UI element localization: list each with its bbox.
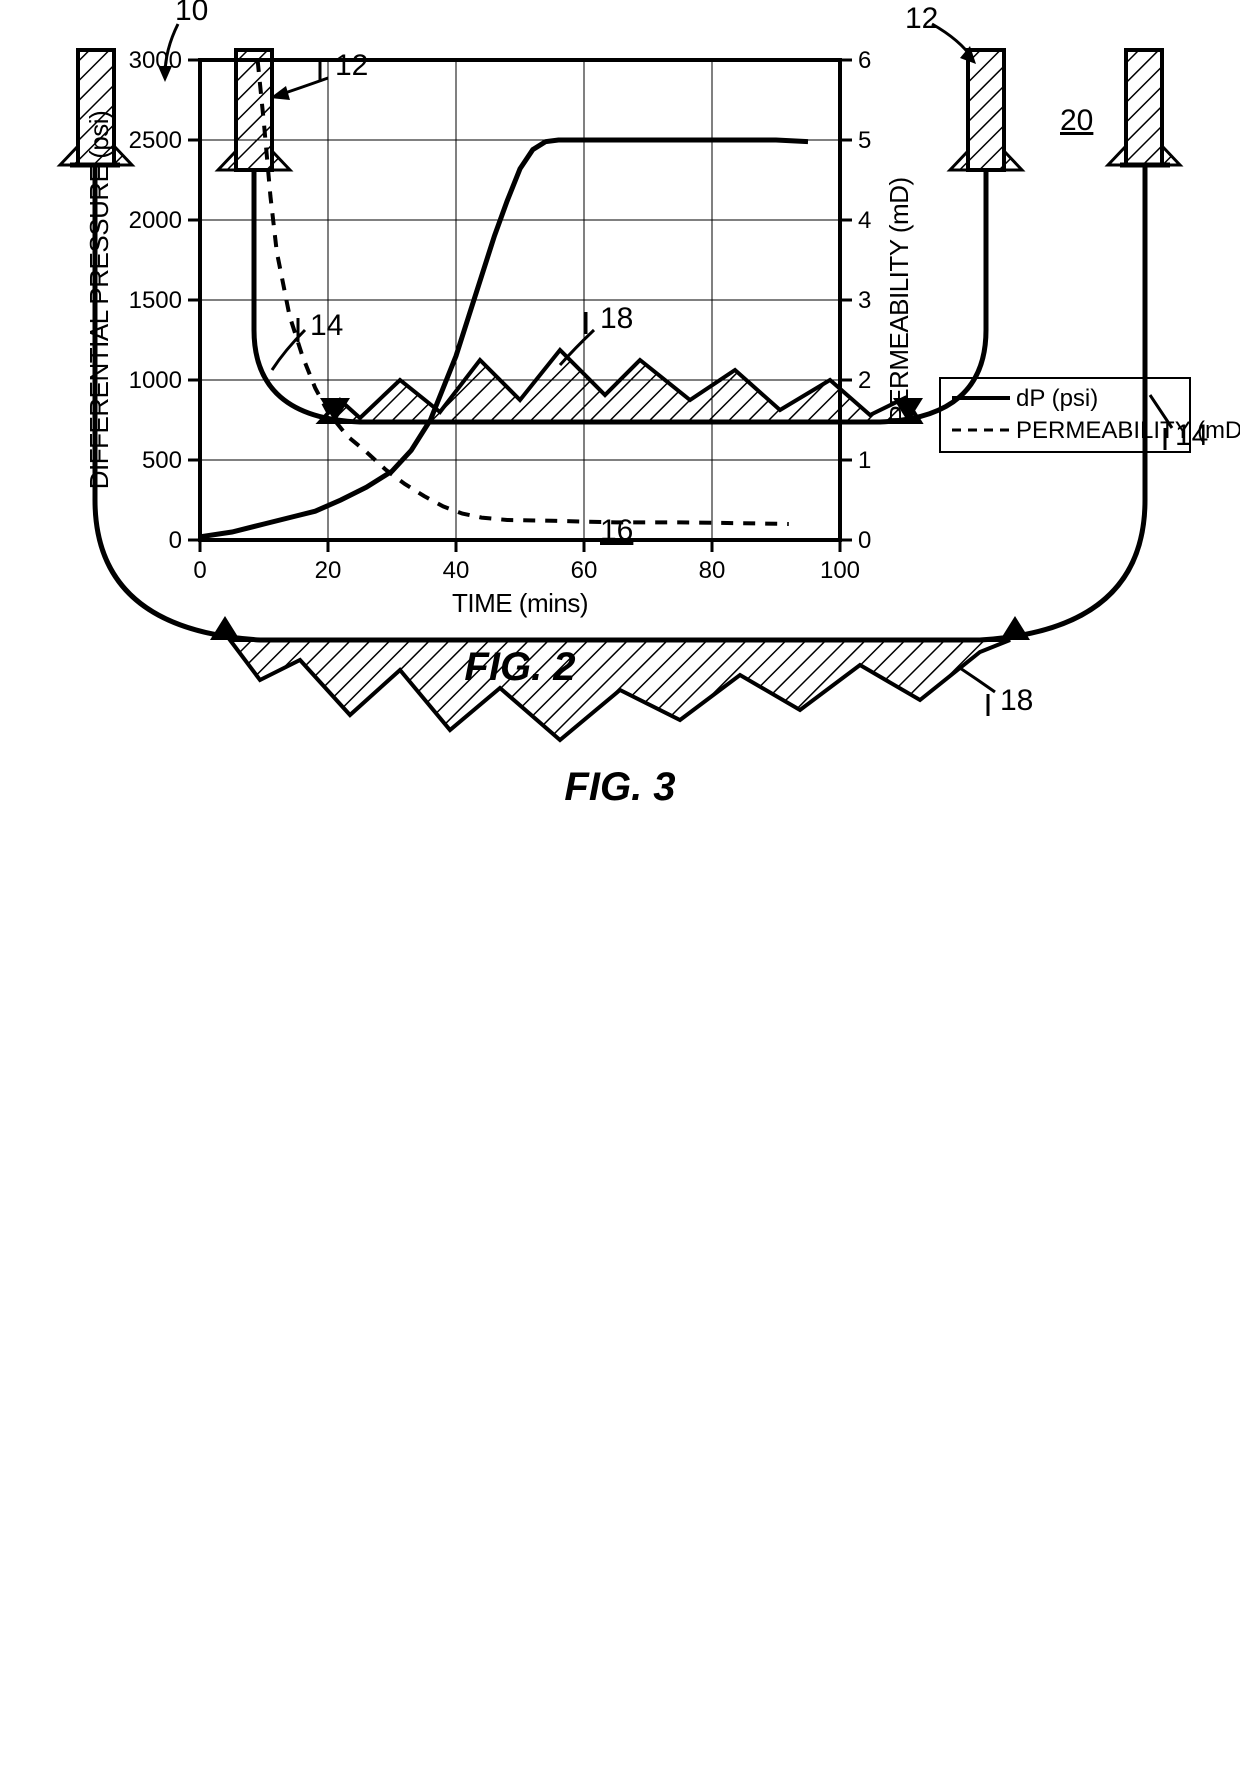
- ref-12-left-label: 12: [335, 49, 368, 82]
- fig-3: 10 12 12 20 14: [0, 0, 1240, 820]
- ref-12-right: 12: [905, 2, 976, 64]
- ref-10-label: 10: [175, 0, 208, 27]
- ref-18-upper: 18: [560, 302, 633, 365]
- wellhead-inner-left: [218, 50, 290, 170]
- ref-10: 10: [158, 0, 208, 82]
- ref-14-right-label: 14: [1175, 419, 1208, 452]
- wellhead-inner-right: [950, 50, 1022, 170]
- inner-deposit: [320, 350, 920, 422]
- ref-18-upper-label: 18: [600, 302, 633, 335]
- fig3-title: FIG. 3: [564, 765, 675, 809]
- ref-18-lower-label: 18: [1000, 684, 1033, 717]
- ref-12-right-label: 12: [905, 2, 938, 35]
- ref-14-left: 14: [272, 309, 343, 370]
- outer-deposit-marker-left: [210, 616, 240, 640]
- ref-14-left-label: 14: [310, 309, 343, 342]
- outer-deposit: [230, 640, 1010, 740]
- ref-20-label: 20: [1060, 104, 1093, 137]
- ref-18-lower: 18: [960, 668, 1033, 717]
- outer-deposit-marker-right: [1000, 616, 1030, 640]
- ref-14-right: 14: [1150, 395, 1208, 452]
- ref-12-left: 12: [270, 49, 368, 100]
- ref-16-label: 16: [600, 514, 633, 547]
- wellhead-outer-right: [1108, 50, 1180, 165]
- wellhead-outer-left: [60, 50, 132, 165]
